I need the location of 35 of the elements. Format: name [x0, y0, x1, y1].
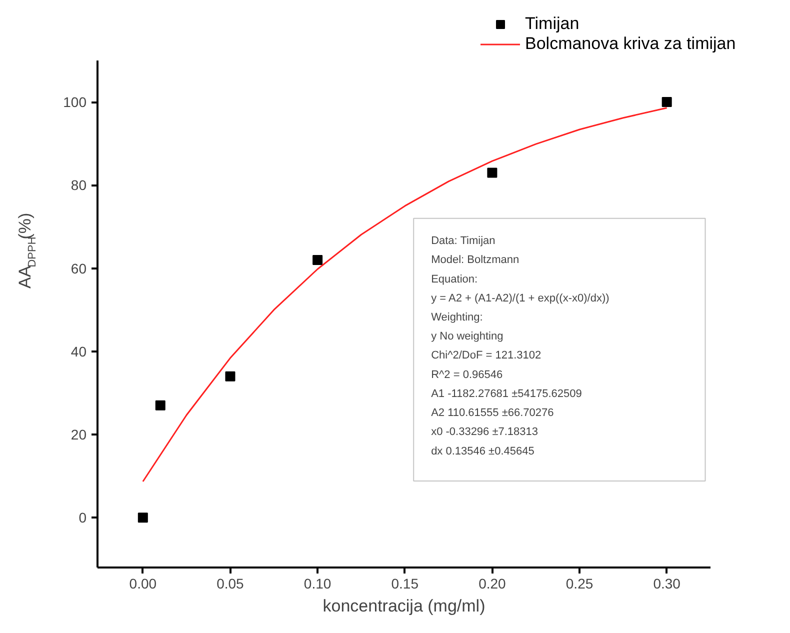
point — [312, 254, 323, 265]
x-tick-label: 0.25 — [566, 576, 594, 592]
y-axis-title: AADPPH(%) — [16, 212, 38, 288]
point — [487, 168, 498, 178]
annotation: A2 110.61555 ±66.70276 — [431, 407, 554, 420]
annotation: Model: Boltzmann — [431, 254, 520, 266]
annotation: R^2 = 0.96546 — [431, 368, 503, 381]
x-tick-label: 0.15 — [391, 576, 419, 592]
annotation: x0 -0.33296 ±7.18313 — [431, 426, 538, 438]
x-tick-label: 0.10 — [304, 576, 332, 592]
y-tick-label: 0 — [78, 510, 87, 526]
y-tick-label: 40 — [70, 343, 87, 360]
point — [138, 512, 148, 523]
y-tick-label: 20 — [70, 426, 87, 443]
y-tick-label: 100 — [63, 94, 87, 110]
point — [155, 400, 166, 410]
x-tick-label: 0.05 — [216, 576, 244, 592]
annotation: dx 0.13546 ±0.45645 — [431, 445, 534, 458]
annotation: Chi^2/DoF = 121.3102 — [431, 350, 542, 362]
annotation: Equation: — [431, 273, 478, 286]
annotation: Weighting: — [431, 312, 483, 324]
x-axis-title: koncentracija (mg/ml) — [322, 596, 486, 616]
legend-label: Timijan — [525, 14, 580, 34]
annotation: y = A2 + (A1-A2)/(1 + exp((x-x0)/dx)) — [431, 292, 610, 304]
legend-label: Bolcmanova kriva za timijan — [525, 34, 736, 54]
point — [662, 97, 672, 108]
y-tick-label: 60 — [70, 260, 87, 276]
y-tick-label: 80 — [70, 177, 87, 194]
annotation: A1 -1182.27681 ±54175.62509 — [431, 388, 582, 400]
x-tick-label: 0.00 — [129, 576, 157, 592]
x-tick-label: 0.30 — [653, 576, 681, 592]
x-tick-label: 0.20 — [478, 576, 506, 592]
annotation: y No weighting — [431, 330, 504, 343]
annotation: Data: Timijan — [431, 235, 496, 248]
point — [225, 371, 236, 382]
